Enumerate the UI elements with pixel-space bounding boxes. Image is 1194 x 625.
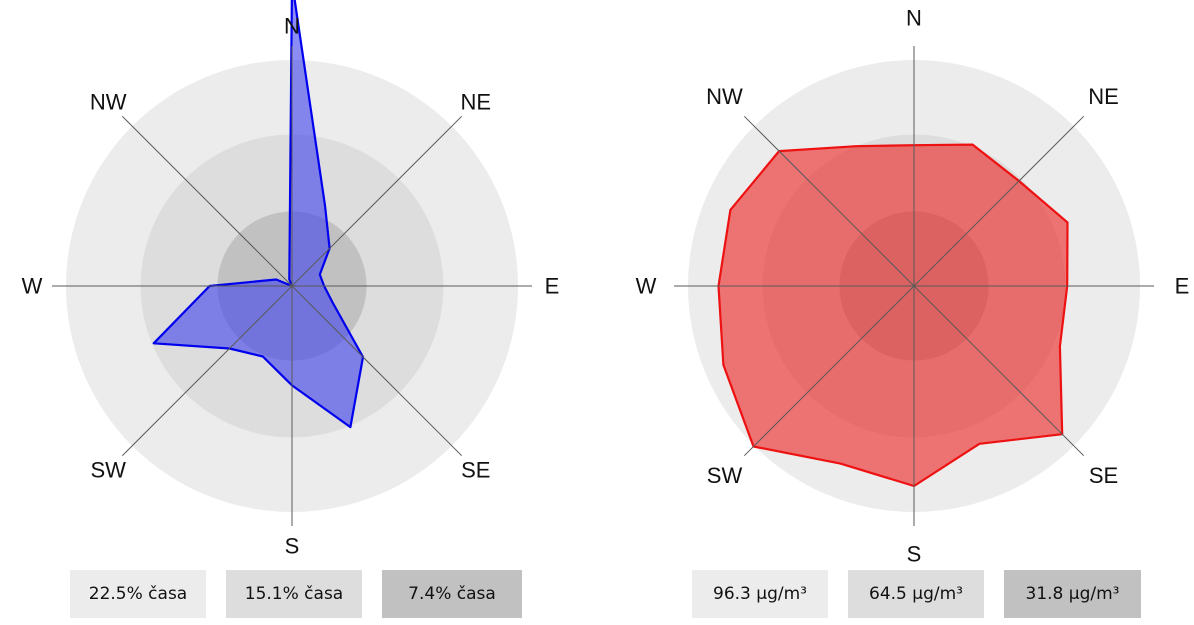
- concentration-legend: 96.3 µg/m³ 64.5 µg/m³ 31.8 µg/m³: [692, 570, 1141, 618]
- frequency-rose: N NE E SE S SW W NW: [22, 0, 560, 559]
- direction-label-nw: NW: [90, 90, 127, 115]
- direction-label-w: W: [636, 274, 657, 299]
- direction-label-ne: NE: [461, 90, 492, 115]
- direction-label-sw: SW: [90, 457, 126, 482]
- legend-ring-inner: 31.8 µg/m³: [1004, 570, 1141, 618]
- direction-label-n: N: [906, 6, 922, 31]
- legend-ring-inner: 7.4% časa: [382, 570, 522, 618]
- axis-line-ne: [913, 115, 1085, 287]
- direction-label-s: S: [907, 542, 922, 567]
- data-polygon: [717, 143, 1069, 488]
- direction-label-se: SE: [461, 457, 490, 482]
- direction-label-s: S: [285, 534, 300, 559]
- direction-label-ne: NE: [1088, 84, 1119, 109]
- concentration-rose: N NE E SE S SW W NW: [636, 6, 1190, 567]
- direction-label-e: E: [545, 274, 560, 299]
- axis-line-nw: [743, 115, 915, 287]
- axis-line-se: [913, 285, 1085, 457]
- direction-label-sw: SW: [707, 463, 743, 488]
- direction-label-w: W: [22, 274, 43, 299]
- axis-line-sw: [743, 285, 915, 457]
- legend-ring-outer: 22.5% časa: [70, 570, 206, 618]
- legend-ring-outer: 96.3 µg/m³: [692, 570, 828, 618]
- axis-line-se: [291, 285, 463, 457]
- axis-line-nw: [121, 115, 293, 287]
- direction-label-e: E: [1175, 274, 1190, 299]
- legend-ring-middle: 15.1% časa: [226, 570, 362, 618]
- legend-ring-middle: 64.5 µg/m³: [848, 570, 984, 618]
- frequency-legend: 22.5% časa 15.1% časa 7.4% časa: [70, 570, 522, 618]
- axis-line-sw: [121, 285, 293, 457]
- direction-label-se: SE: [1089, 463, 1118, 488]
- direction-label-n: N: [284, 14, 300, 39]
- axis-line-ne: [291, 115, 463, 287]
- direction-label-nw: NW: [706, 84, 743, 109]
